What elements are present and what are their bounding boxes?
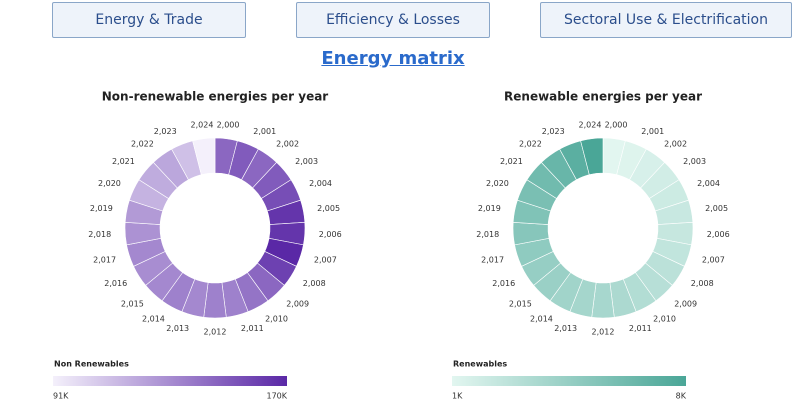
slice-label: 2,019 xyxy=(478,204,501,213)
nav-button[interactable]: Efficiency & Losses xyxy=(296,2,490,38)
slice-label: 2,000 xyxy=(217,120,240,129)
slice-label: 2,016 xyxy=(104,279,127,288)
slice-label: 2,015 xyxy=(121,299,144,308)
slice-label: 2,014 xyxy=(530,315,553,324)
slice-label: 2,021 xyxy=(500,157,523,166)
slice-label: 2,023 xyxy=(542,127,565,136)
slice-label: 2,010 xyxy=(653,315,676,324)
slice-label: 2,010 xyxy=(265,315,288,324)
slice-label: 2,005 xyxy=(705,204,728,213)
legend-min-label: 1K xyxy=(452,392,463,401)
slice-label: 2,003 xyxy=(295,157,318,166)
nav-button[interactable]: Energy & Trade xyxy=(52,2,246,38)
legend-min-label: 91K xyxy=(53,392,69,401)
donut-slice xyxy=(192,137,216,176)
slice-label: 2,013 xyxy=(554,324,577,333)
slice-label: 2,019 xyxy=(90,204,113,213)
slice-label: 2,007 xyxy=(702,256,725,265)
slice-label: 2,014 xyxy=(142,315,165,324)
slice-label: 2,007 xyxy=(314,256,337,265)
slice-label: 2,006 xyxy=(319,230,342,239)
page-heading: Energy matrix xyxy=(321,48,465,69)
slice-label: 2,013 xyxy=(166,324,189,333)
slice-label: 2,012 xyxy=(204,328,227,337)
slice-label: 2,018 xyxy=(476,230,499,239)
slice-label: 2,016 xyxy=(492,279,515,288)
slice-label: 2,002 xyxy=(276,139,299,148)
slice-label: 2,009 xyxy=(674,299,697,308)
slice-label: 2,024 xyxy=(191,120,214,129)
slice-label: 2,020 xyxy=(98,179,121,188)
legend-gradient xyxy=(452,376,686,386)
slice-label: 2,001 xyxy=(641,127,664,136)
slice-label: 2,020 xyxy=(486,179,509,188)
slice-label: 2,004 xyxy=(309,179,332,188)
legend-max-label: 8K xyxy=(676,392,687,401)
slice-label: 2,002 xyxy=(664,139,687,148)
legend-title: Non Renewables xyxy=(54,360,129,369)
slice-label: 2,015 xyxy=(509,299,532,308)
slice-label: 2,017 xyxy=(481,256,504,265)
slice-label: 2,018 xyxy=(88,230,111,239)
slice-label: 2,021 xyxy=(112,157,135,166)
slice-label: 2,011 xyxy=(241,324,264,333)
slice-label: 2,008 xyxy=(303,279,326,288)
slice-label: 2,012 xyxy=(592,328,615,337)
donut-slice xyxy=(580,137,604,176)
slice-label: 2,022 xyxy=(131,139,154,148)
slice-label: 2,024 xyxy=(579,120,602,129)
slice-label: 2,005 xyxy=(317,204,340,213)
slice-label: 2,004 xyxy=(697,179,720,188)
legend-max-label: 170K xyxy=(266,392,287,401)
legend-title: Renewables xyxy=(453,360,507,369)
slice-label: 2,001 xyxy=(253,127,276,136)
chart-title: Non-renewable energies per year xyxy=(102,90,329,104)
nav-button[interactable]: Sectoral Use & Electrification xyxy=(540,2,792,38)
slice-label: 2,009 xyxy=(286,299,309,308)
slice-label: 2,008 xyxy=(691,279,714,288)
slice-label: 2,022 xyxy=(519,139,542,148)
chart-title: Renewable energies per year xyxy=(504,90,702,104)
slice-label: 2,023 xyxy=(154,127,177,136)
legend-gradient xyxy=(53,376,287,386)
slice-label: 2,017 xyxy=(93,256,116,265)
slice-label: 2,000 xyxy=(605,120,628,129)
slice-label: 2,011 xyxy=(629,324,652,333)
slice-label: 2,006 xyxy=(707,230,730,239)
slice-label: 2,003 xyxy=(683,157,706,166)
